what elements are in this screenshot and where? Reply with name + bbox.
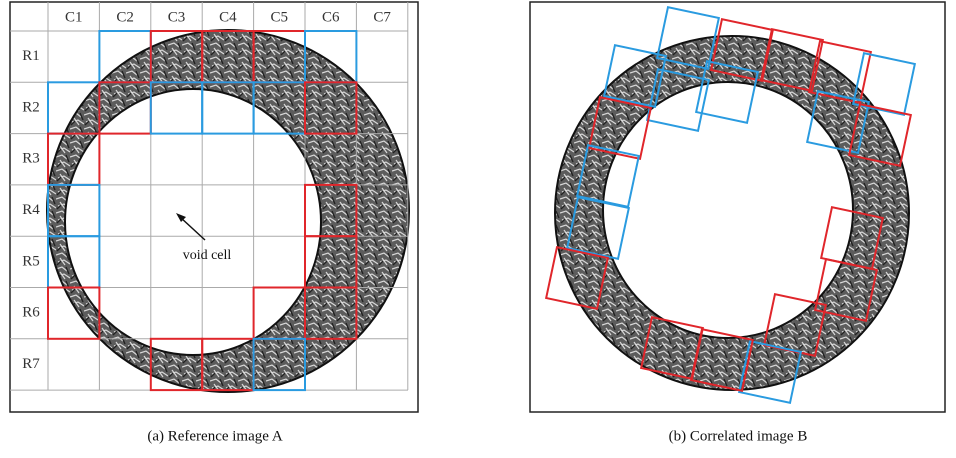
- column-label: C2: [116, 9, 134, 25]
- figure: void cell C1 C2 C3 C4 C5 C6 C7 R1 R2 R3 R4 R5 R6 R7 (…: [0, 0, 956, 458]
- row-label: R6: [22, 305, 40, 321]
- column-label: C4: [219, 9, 237, 25]
- column-label: C5: [271, 9, 289, 25]
- caption: (a) Reference image A: [147, 428, 283, 444]
- row-label: R2: [22, 99, 40, 115]
- panel-b: [530, 2, 945, 412]
- column-label: C6: [322, 9, 340, 25]
- column-label: C1: [65, 9, 83, 25]
- row-label: R4: [22, 202, 40, 218]
- caption: (b) Correlated image B: [669, 428, 808, 444]
- row-label: R3: [22, 151, 40, 167]
- panel-a: void cell C1 C2 C3 C4 C5 C6 C7 R1 R2 R3 R4 R5 R6 R7: [10, 2, 418, 412]
- row-label: R7: [22, 356, 40, 372]
- column-label: C3: [168, 9, 186, 25]
- column-label: C7: [373, 9, 391, 25]
- annotation: void cell: [183, 248, 232, 263]
- row-label: R5: [22, 253, 40, 269]
- row-label: R1: [22, 48, 40, 64]
